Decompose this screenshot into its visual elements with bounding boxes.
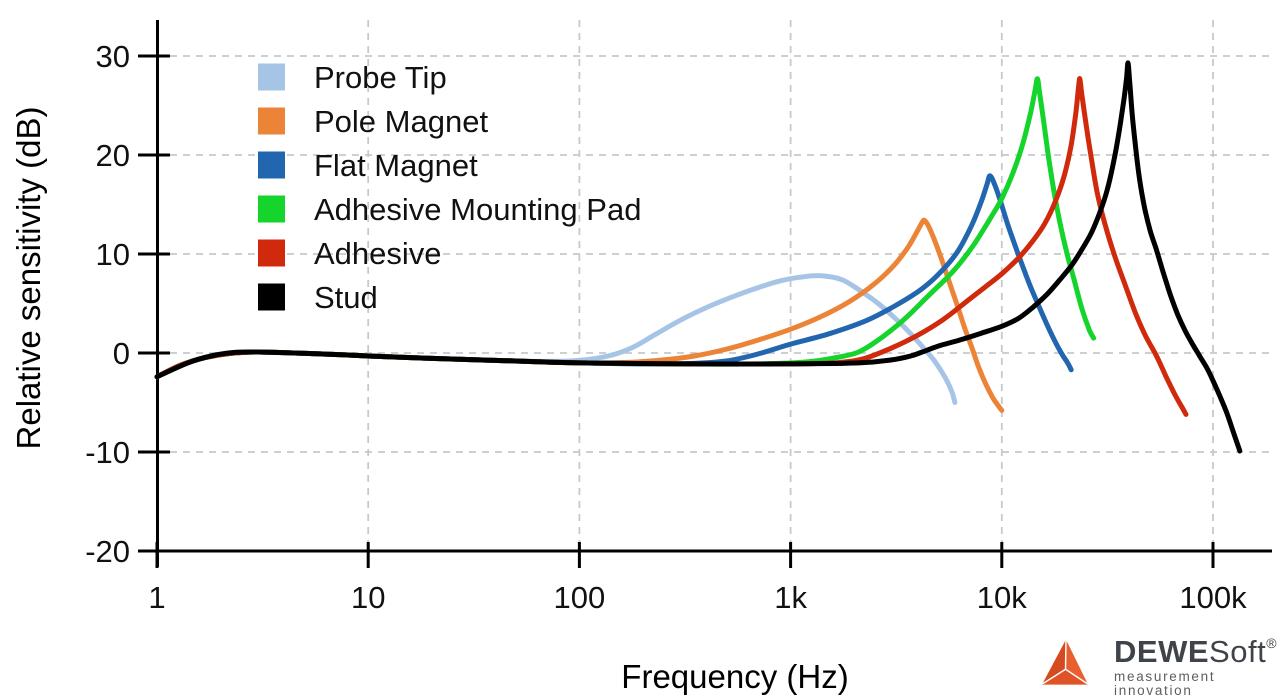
legend-swatch-stud [258, 283, 285, 311]
legend-item-probe-tip: Probe Tip [258, 60, 447, 95]
legend-label-flat-magnet: Flat Magnet [314, 148, 478, 183]
y-tick-label: 0 [113, 336, 130, 371]
registered-mark: ® [1266, 635, 1278, 651]
legend-swatch-adhesive-mounting-pad [258, 195, 285, 223]
series-line-adhesive-mounting-pad [154, 76, 1097, 380]
legend-label-probe-tip: Probe Tip [314, 60, 447, 95]
y-tick-label: 10 [96, 237, 130, 272]
dewesoft-wordmark: DEWESoft® measurement innovation [1114, 636, 1280, 696]
x-axis-title: Frequency (Hz) [621, 658, 849, 695]
dewesoft-triangle-icon [1041, 639, 1089, 685]
legend-label-adhesive: Adhesive [314, 236, 442, 271]
series-line-stud [154, 60, 1243, 454]
legend-swatch-flat-magnet [258, 151, 285, 179]
legend-item-adhesive: Adhesive [258, 236, 442, 271]
dewesoft-logo: DEWESoft® measurement innovation [1041, 636, 1280, 696]
legend-item-pole-magnet: Pole Magnet [258, 104, 488, 139]
x-tick-label: 10k [977, 580, 1027, 615]
legend-item-stud: Stud [258, 280, 378, 315]
y-tick-label: -20 [85, 534, 130, 569]
x-tick-label: 100 [554, 580, 606, 615]
x-tick-label: 1k [774, 580, 807, 615]
dewesoft-name: DEWESoft® [1114, 634, 1278, 669]
dewesoft-tagline: measurement innovation [1114, 669, 1216, 696]
y-tick-label: 30 [96, 39, 130, 74]
legend-item-flat-magnet: Flat Magnet [258, 148, 478, 183]
x-tick-label: 100k [1179, 580, 1247, 615]
legend-label-stud: Stud [314, 280, 378, 315]
legend-item-adhesive-mounting-pad: Adhesive Mounting Pad [258, 192, 641, 227]
legend-swatch-probe-tip [258, 63, 285, 91]
legend-swatch-pole-magnet [258, 107, 285, 135]
y-tick-label: 20 [96, 138, 130, 173]
legend-swatch-adhesive [258, 239, 285, 267]
x-tick-label: 1 [148, 580, 165, 615]
legend-label-pole-magnet: Pole Magnet [314, 104, 488, 139]
legend-label-adhesive-mounting-pad: Adhesive Mounting Pad [314, 192, 641, 227]
y-tick-label: -10 [85, 435, 130, 470]
y-axis-title: Relative sensitivity (dB) [10, 106, 47, 450]
x-tick-label: 10 [351, 580, 385, 615]
